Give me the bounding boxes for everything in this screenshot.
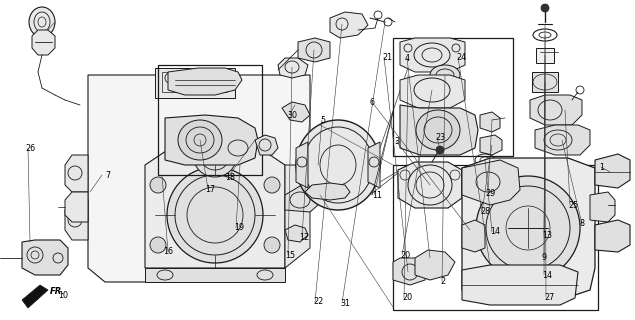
Text: 5: 5: [320, 116, 325, 124]
Ellipse shape: [264, 237, 280, 253]
Polygon shape: [535, 125, 590, 155]
Text: 18: 18: [225, 172, 235, 181]
Text: 20: 20: [400, 251, 410, 260]
Text: 28: 28: [480, 207, 490, 217]
Bar: [155, 68, 235, 98]
Polygon shape: [285, 225, 308, 242]
Text: 12: 12: [299, 233, 309, 242]
Polygon shape: [398, 162, 462, 208]
Polygon shape: [595, 154, 630, 188]
Bar: [162, 72, 227, 92]
Ellipse shape: [296, 120, 380, 210]
Polygon shape: [530, 95, 582, 125]
Text: FR.: FR.: [50, 287, 65, 297]
Text: 7: 7: [105, 171, 110, 180]
Text: 23: 23: [435, 132, 445, 141]
Text: 3: 3: [394, 137, 399, 146]
Ellipse shape: [150, 237, 166, 253]
Polygon shape: [88, 75, 310, 282]
Text: 6: 6: [370, 98, 375, 107]
Text: 4: 4: [405, 53, 410, 62]
Bar: [393, 165, 598, 310]
Text: 15: 15: [285, 251, 295, 260]
Text: 14: 14: [490, 228, 500, 236]
Text: 20: 20: [402, 293, 412, 302]
Ellipse shape: [264, 177, 280, 193]
Polygon shape: [296, 142, 308, 188]
Polygon shape: [462, 265, 578, 305]
Bar: [393, 38, 513, 156]
Ellipse shape: [150, 177, 166, 193]
Polygon shape: [393, 258, 428, 285]
Bar: [532, 72, 558, 92]
Polygon shape: [255, 135, 278, 155]
Polygon shape: [415, 250, 455, 280]
Polygon shape: [330, 12, 368, 38]
Polygon shape: [400, 75, 465, 108]
Bar: [536, 48, 554, 63]
Polygon shape: [595, 220, 630, 252]
Ellipse shape: [476, 176, 580, 280]
Polygon shape: [65, 155, 88, 192]
Text: 25: 25: [568, 201, 578, 210]
Polygon shape: [305, 183, 350, 200]
Text: 21: 21: [382, 52, 392, 61]
Text: 19: 19: [234, 223, 244, 233]
Text: 1: 1: [599, 163, 604, 172]
Polygon shape: [65, 200, 88, 240]
Text: 24: 24: [456, 52, 466, 61]
Text: 27: 27: [544, 292, 554, 301]
Bar: [158, 65, 262, 175]
Polygon shape: [32, 30, 55, 55]
Polygon shape: [65, 192, 88, 222]
Polygon shape: [145, 268, 285, 282]
Polygon shape: [462, 220, 485, 252]
Polygon shape: [462, 160, 520, 205]
Text: 8: 8: [580, 220, 585, 228]
Polygon shape: [400, 38, 465, 72]
Ellipse shape: [193, 133, 237, 177]
Polygon shape: [285, 180, 318, 212]
Polygon shape: [298, 38, 330, 62]
Polygon shape: [168, 68, 242, 95]
Text: 9: 9: [542, 252, 547, 261]
Text: 16: 16: [163, 247, 173, 257]
Polygon shape: [22, 285, 48, 308]
Polygon shape: [462, 158, 595, 300]
Polygon shape: [22, 240, 68, 275]
Text: 29: 29: [485, 188, 495, 197]
Ellipse shape: [178, 120, 222, 160]
Polygon shape: [285, 165, 310, 268]
Ellipse shape: [430, 65, 460, 85]
Polygon shape: [400, 105, 478, 155]
Text: 14: 14: [542, 270, 552, 279]
Text: 10: 10: [58, 291, 68, 300]
Polygon shape: [145, 145, 285, 268]
Polygon shape: [165, 115, 258, 165]
Ellipse shape: [436, 146, 444, 154]
Text: 31: 31: [340, 299, 350, 308]
Text: 11: 11: [372, 190, 382, 199]
Polygon shape: [282, 102, 310, 122]
Polygon shape: [590, 192, 615, 222]
Text: 26: 26: [25, 143, 35, 153]
Text: 30: 30: [287, 110, 297, 119]
Polygon shape: [278, 58, 308, 78]
Polygon shape: [480, 112, 500, 132]
Ellipse shape: [167, 167, 263, 263]
Polygon shape: [480, 135, 502, 155]
Polygon shape: [368, 142, 380, 188]
Text: 13: 13: [542, 231, 552, 241]
Text: 2: 2: [440, 277, 445, 286]
Ellipse shape: [541, 4, 549, 12]
Ellipse shape: [29, 7, 55, 37]
Ellipse shape: [416, 110, 460, 150]
Text: 22: 22: [313, 298, 323, 307]
Text: 17: 17: [205, 185, 215, 194]
